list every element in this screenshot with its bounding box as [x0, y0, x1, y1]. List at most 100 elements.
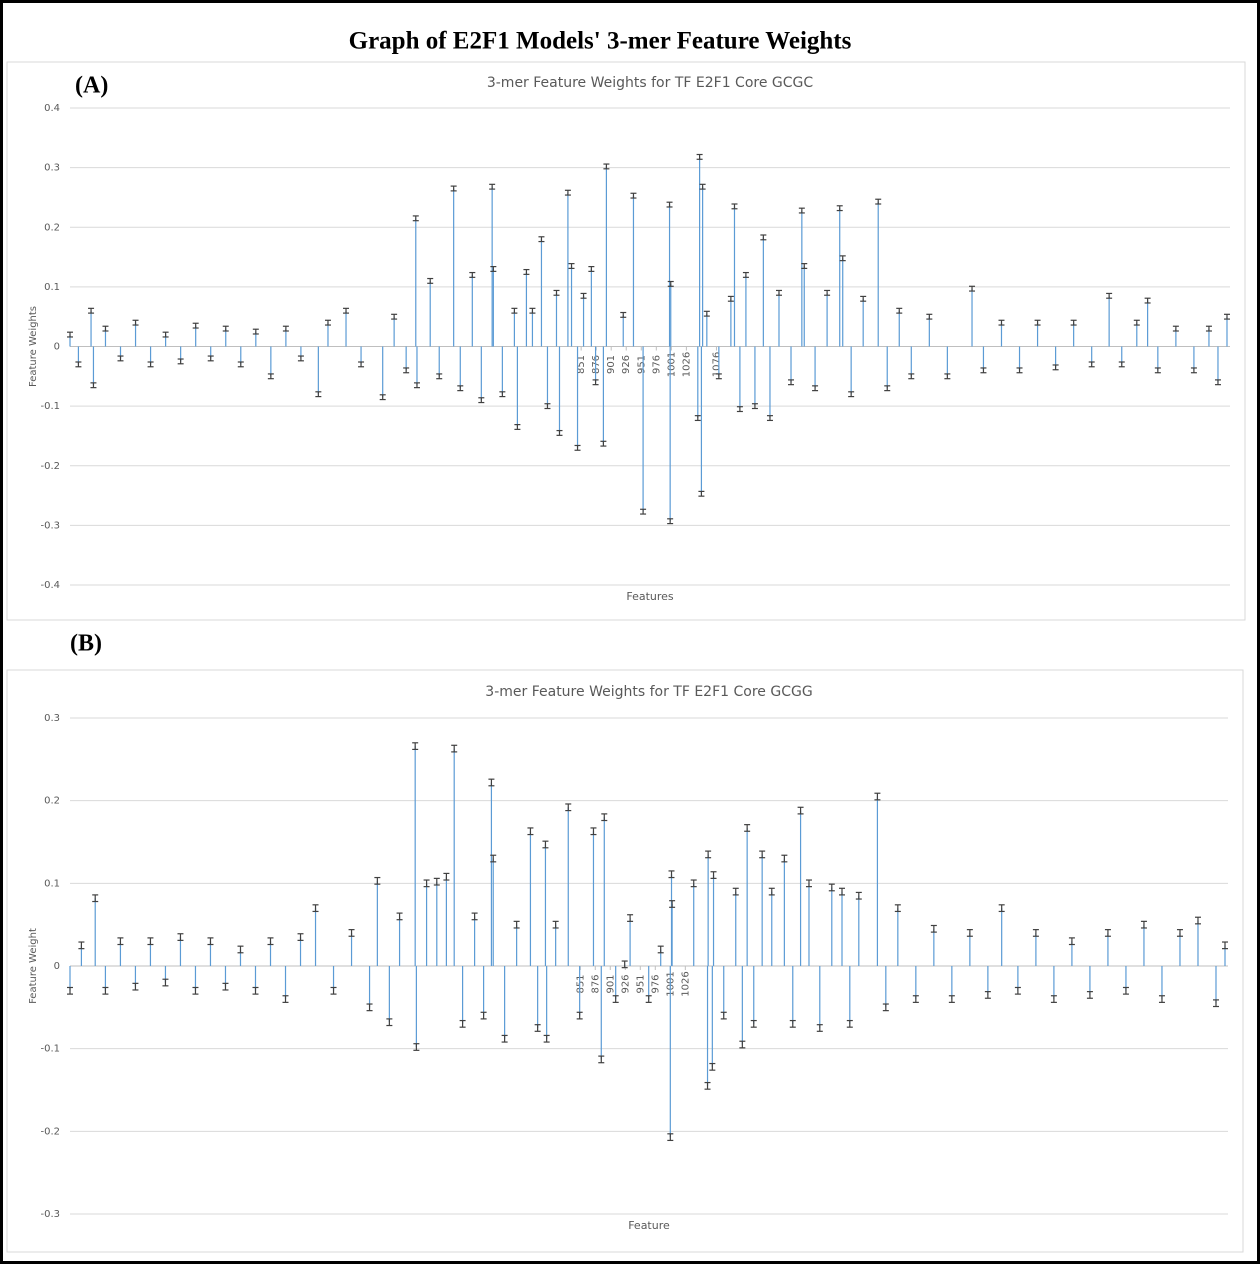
- bar: [951, 966, 953, 1000]
- error-bar: [789, 1019, 796, 1028]
- bar: [210, 346, 212, 359]
- error-bar: [603, 163, 610, 170]
- bar: [1208, 328, 1210, 347]
- error-bar: [90, 382, 97, 389]
- error-bar: [480, 1011, 487, 1020]
- error-bar: [471, 912, 478, 921]
- error-bar: [732, 887, 739, 896]
- error-bar: [668, 870, 675, 879]
- error-bar: [667, 280, 674, 287]
- bar: [1157, 346, 1159, 371]
- error-bar: [412, 215, 419, 222]
- bar: [119, 346, 122, 359]
- bar: [94, 898, 96, 966]
- bar: [769, 346, 771, 419]
- bar: [814, 346, 816, 389]
- error-bar: [882, 1003, 889, 1012]
- bar: [842, 258, 844, 347]
- error-bar: [297, 355, 304, 362]
- error-bar: [980, 367, 987, 374]
- error-bar: [267, 937, 274, 946]
- bar: [1179, 932, 1181, 966]
- error-bar: [162, 331, 169, 338]
- error-bar: [222, 982, 229, 991]
- error-bar: [523, 268, 530, 275]
- bar: [702, 186, 704, 347]
- error-bar: [67, 986, 73, 995]
- error-bar: [282, 325, 289, 332]
- x-tick-label: 976: [651, 355, 662, 374]
- bar: [104, 966, 107, 991]
- y-tick-label: 0.3: [44, 713, 60, 724]
- error-bar: [102, 325, 109, 332]
- error-bar: [1016, 367, 1023, 374]
- error-bar: [948, 995, 955, 1003]
- bar: [783, 858, 785, 966]
- chart-title: 3-mer Feature Weights for TF E2F1 Core G…: [485, 684, 812, 700]
- bar: [398, 916, 401, 966]
- error-bar: [1106, 292, 1113, 299]
- bar: [1215, 966, 1217, 1004]
- bar: [414, 746, 416, 966]
- error-bar: [768, 887, 775, 896]
- error-bar: [1223, 313, 1230, 320]
- error-bar: [690, 879, 697, 888]
- error-bar: [451, 744, 458, 753]
- y-tick-label: -0.3: [40, 520, 60, 531]
- bar: [671, 904, 673, 966]
- error-bar: [1221, 941, 1228, 950]
- bar: [1136, 322, 1138, 347]
- bar: [314, 908, 317, 966]
- error-bar: [574, 444, 581, 451]
- error-bar: [781, 854, 788, 863]
- bar: [69, 966, 71, 991]
- bar: [224, 966, 227, 987]
- error-bar: [839, 255, 846, 262]
- bar: [254, 966, 257, 991]
- error-bar: [490, 854, 497, 863]
- bar: [771, 891, 773, 966]
- error-bar: [1212, 999, 1219, 1008]
- bar: [239, 949, 242, 966]
- x-tick-label: 1001: [666, 352, 677, 377]
- x-tick-label: 851: [575, 974, 586, 993]
- error-bar: [848, 391, 855, 398]
- bar: [513, 310, 515, 347]
- bar: [429, 280, 431, 347]
- bar: [544, 844, 547, 966]
- bar: [849, 966, 851, 1024]
- y-tick-label: -0.4: [40, 580, 60, 591]
- bar: [567, 192, 569, 347]
- bar: [1018, 346, 1021, 371]
- bar: [382, 346, 384, 398]
- error-bar: [775, 289, 782, 296]
- error-bar: [564, 189, 571, 196]
- error-bar: [489, 183, 496, 190]
- bar: [415, 966, 417, 1048]
- y-tick-label: 0.2: [44, 796, 60, 807]
- error-bar: [544, 403, 551, 410]
- bar: [693, 883, 695, 966]
- error-bar: [669, 900, 676, 908]
- bar: [474, 916, 476, 966]
- error-bar: [805, 879, 812, 888]
- bar: [195, 325, 197, 347]
- error-bar: [715, 373, 722, 380]
- bar: [540, 239, 543, 347]
- bar: [492, 858, 494, 966]
- error-bar: [343, 307, 350, 314]
- bar: [445, 876, 447, 966]
- bar: [897, 908, 899, 966]
- bar: [436, 881, 438, 966]
- error-bar: [704, 1081, 711, 1090]
- bar: [576, 346, 579, 448]
- bar: [615, 966, 617, 1000]
- error-bar: [386, 1018, 393, 1027]
- y-tick-label: 0.1: [44, 282, 60, 293]
- x-axis-title: Feature: [628, 1219, 670, 1232]
- bar: [858, 895, 860, 966]
- bar: [1108, 295, 1110, 347]
- error-bar: [1122, 986, 1129, 995]
- x-tick-label: 951: [636, 355, 647, 374]
- error-bar: [788, 379, 795, 386]
